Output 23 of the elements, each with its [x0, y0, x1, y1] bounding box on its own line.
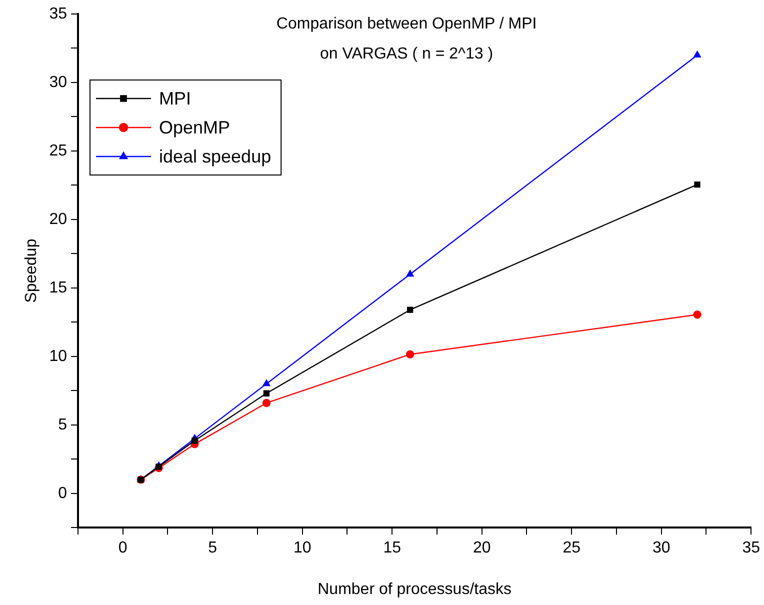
- x-tick-label: 0: [118, 540, 128, 557]
- x-tick-label: 25: [562, 540, 581, 557]
- y-tick-label: 30: [49, 74, 68, 91]
- y-tick-label: 10: [49, 348, 68, 365]
- legend-label: MPI: [158, 88, 192, 108]
- y-tick-label: 25: [49, 142, 68, 160]
- legend-label: OpenMP: [158, 117, 230, 138]
- y-tick-label: 0: [58, 484, 68, 502]
- x-tick-label: 15: [383, 540, 402, 557]
- y-tick-label: 15: [49, 279, 68, 296]
- x-tick-label: 30: [652, 540, 670, 557]
- x-tick-label: 20: [472, 540, 491, 557]
- y-tick-label: 5: [58, 416, 68, 434]
- y-tick-label: 20: [49, 210, 68, 228]
- x-tick-label: 5: [208, 540, 218, 557]
- x-axis-title: Number of processus/tasks: [318, 580, 512, 598]
- text: on VARGAS ( n = 2^13 ): [320, 45, 494, 62]
- legend-label: ideal speedup: [158, 146, 272, 166]
- text: Comparison between OpenMP / MPI: [276, 15, 537, 32]
- y-axis-title: Speedup: [23, 238, 40, 303]
- x-tick-label: 35: [742, 540, 760, 557]
- y-tick-label: 35: [49, 5, 68, 22]
- x-tick-label: 10: [293, 540, 312, 557]
